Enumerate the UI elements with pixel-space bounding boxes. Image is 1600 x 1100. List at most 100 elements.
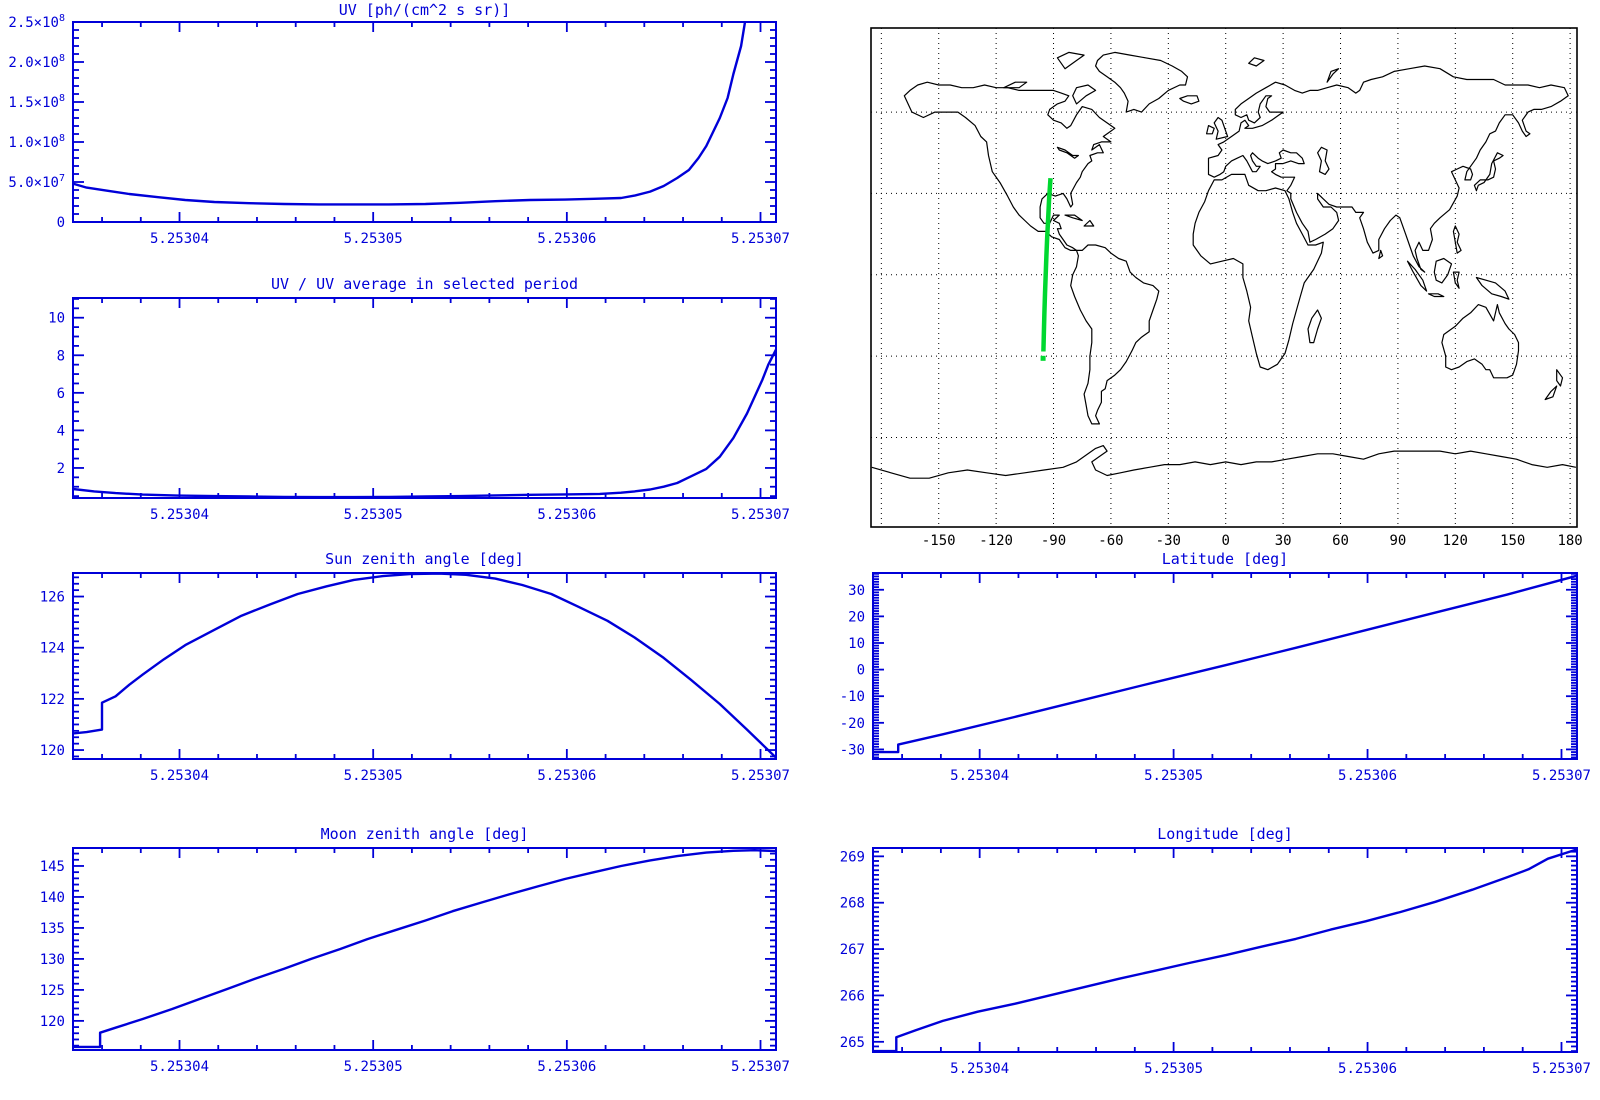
ground-track-start-dot [1040,355,1046,361]
coastline [1378,249,1384,260]
map-lon-label: -120 [979,533,1013,549]
lon-curve [873,848,1577,1052]
ratio-panel: 5.25304 5.25305 5.25306 5.25307 2 4 6 8 10 [48,297,790,523]
map-lon-label: 30 [1275,533,1292,549]
x-tick-label: 5.25304 [150,768,209,784]
y-tick-label: 2.5×108 [8,13,65,31]
y-tick-label: 0 [857,663,865,679]
y-tick-label: 268 [840,896,865,912]
y-tick-label: -20 [840,716,865,732]
x-tick-label: 5.25304 [150,507,209,523]
coastline [1003,81,1028,89]
map-lon-label: 90 [1389,533,1406,549]
coastline [1452,271,1460,289]
x-tick-label: 5.25307 [731,1059,790,1075]
latitude-plot-title: Latitude [deg] [1161,550,1289,568]
sun-panel: 5.25304 5.25305 5.25306 5.25307 120 122 124 126 [40,572,790,784]
map-lon-label: 180 [1557,533,1582,549]
coastline [1427,293,1445,298]
ground-track [1041,178,1053,352]
coastline [1056,146,1079,159]
y-tick-label: 126 [40,590,65,606]
x-tick-label: 5.25306 [1338,1061,1397,1077]
map-lon-label: 0 [1222,533,1230,549]
coastline [1317,146,1330,175]
coastline [1406,260,1428,292]
x-tick-label: 5.25305 [344,231,403,247]
moon-frame [72,847,777,1051]
map-lon-label: -30 [1156,533,1181,549]
y-tick-label: 4 [57,423,65,439]
coastline [1441,304,1520,379]
x-tick-label: 5.25305 [344,768,403,784]
map-frame [870,27,1578,528]
x-tick-label: 5.25305 [344,507,403,523]
ratio-frame [72,297,777,499]
y-tick-label: -30 [840,742,865,758]
y-tick-label: 135 [40,921,65,937]
coastline [1326,68,1340,83]
coastline [1179,95,1200,105]
x-tick-label: 5.25306 [537,1059,596,1075]
coastline [1475,276,1510,300]
x-tick-label: 5.25307 [731,768,790,784]
lat-curve [873,574,1577,754]
lat-frame [872,572,1578,760]
x-tick-label: 5.25307 [731,507,790,523]
x-tick-label: 5.25304 [150,231,209,247]
y-tick-label: 2 [57,461,65,477]
moon-zenith-plot-title: Moon zenith angle [deg] [320,825,529,843]
y-tick-label: 120 [40,743,65,759]
ratio-curve [73,349,776,498]
y-tick-label: 20 [848,609,865,625]
y-tick-label: 125 [40,983,65,999]
y-tick-label: 0 [57,215,65,231]
x-tick-label: 5.25306 [1338,768,1397,784]
map-lon-label: -60 [1098,533,1123,549]
x-tick-label: 5.25305 [344,1059,403,1075]
map-lon-label: 150 [1500,533,1525,549]
lon-panel: 5.25304 5.25305 5.25306 5.25307 265 266 267 268… [840,847,1591,1077]
y-tick-label: 122 [40,692,65,708]
y-tick-label: 130 [40,952,65,968]
y-tick-label: 124 [40,641,65,657]
uv-frame [72,21,777,223]
x-tick-label: 5.25307 [731,231,790,247]
lon-frame [872,847,1578,1053]
x-tick-label: 5.25305 [1144,768,1203,784]
coastline [1207,65,1569,273]
x-tick-label: 5.25305 [1144,1061,1203,1077]
y-tick-label: 267 [840,942,865,958]
coastline [1064,214,1083,222]
coastline [1433,257,1453,284]
sun-zenith-plot-title: Sun zenith angle [deg] [325,550,524,568]
coastline [1095,51,1189,113]
y-tick-label: 5.0×107 [8,173,65,191]
coastline [1213,116,1229,140]
uv-plot-title: UV [ph/(cm^2 s sr)] [338,1,511,19]
x-tick-label: 5.25306 [537,768,596,784]
map-lon-label: 120 [1443,533,1468,549]
x-tick-label: 5.25304 [950,1061,1009,1077]
y-tick-label: 145 [40,859,65,875]
map-lon-label: -150 [922,533,956,549]
coastline [903,81,1116,251]
x-tick-label: 5.25307 [1532,768,1591,784]
map-lon-label: 60 [1332,533,1349,549]
x-tick-label: 5.25307 [1532,1061,1591,1077]
coastline [1192,173,1324,371]
coastline [1544,385,1558,401]
y-tick-label: 269 [840,849,865,865]
coastline [1473,152,1504,192]
sun-curve [73,573,776,759]
x-tick-label: 5.25306 [537,507,596,523]
moon-panel: 5.25304 5.25305 5.25306 5.25307 120 125 130 135… [40,847,790,1075]
coastline [1206,125,1215,135]
coastline [1072,84,1097,105]
map-lon-label: -90 [1041,533,1066,549]
moon-curve [73,849,776,1049]
longitude-plot-title: Longitude [deg] [1157,825,1293,843]
uv-ratio-plot-title: UV / UV average in selected period [270,275,579,293]
